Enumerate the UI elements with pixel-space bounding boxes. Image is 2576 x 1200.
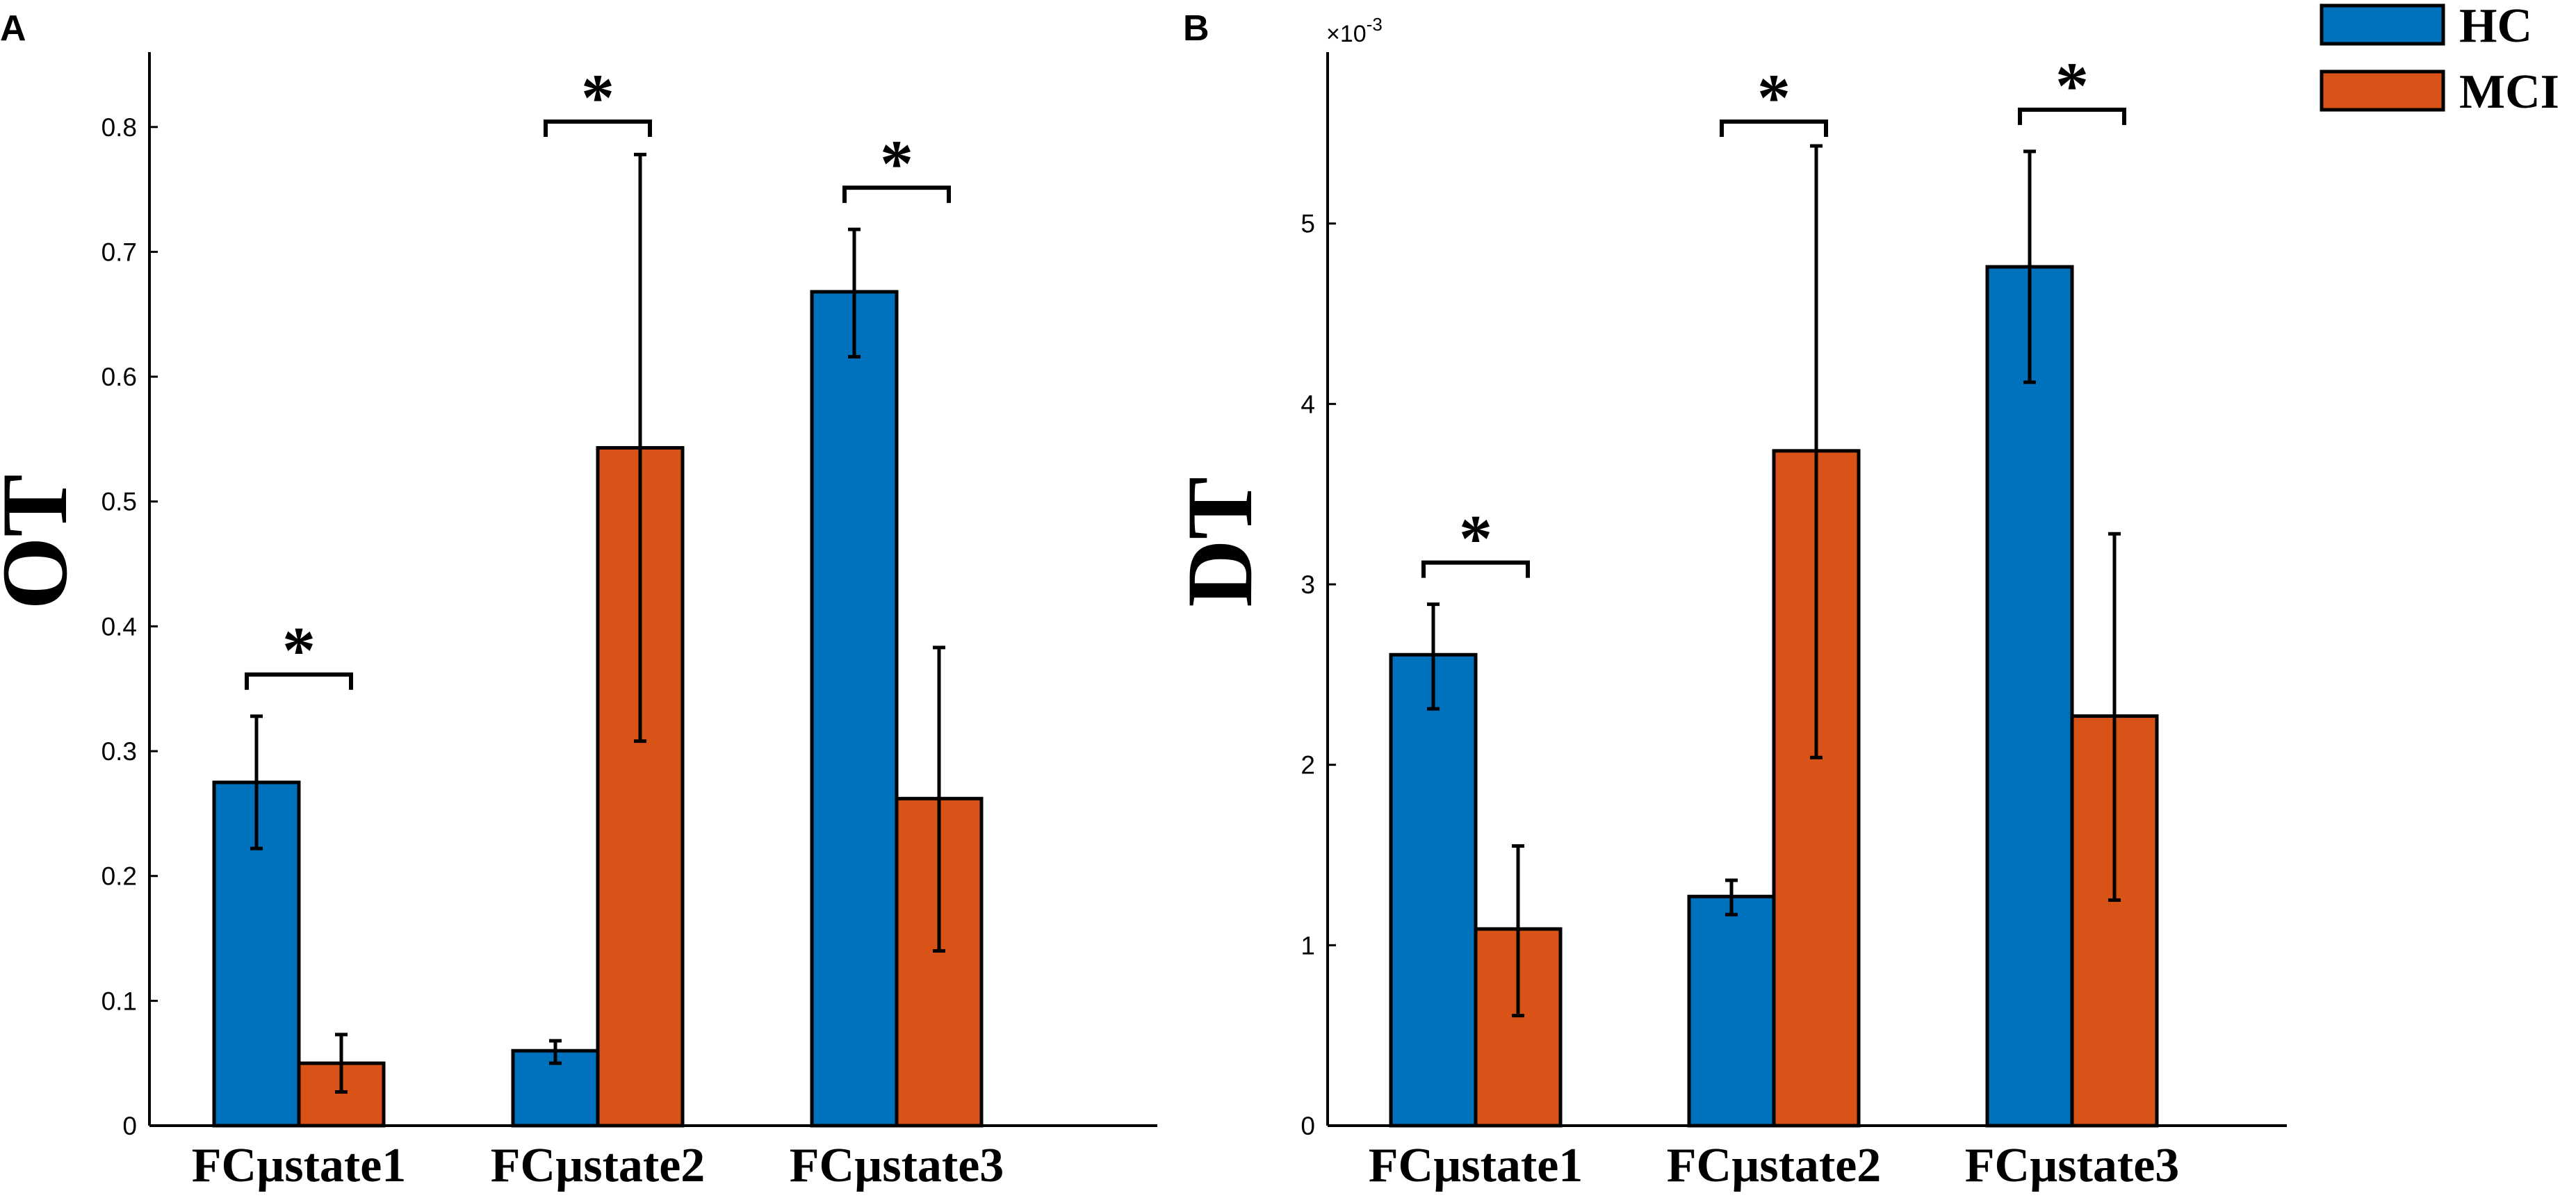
panel-a-axes: [148, 52, 1157, 1127]
panel-a-ylabel: OT: [0, 474, 87, 609]
panel-b-errorbar-hc-3: [2023, 149, 2036, 384]
panel-a-errorbar-mci-1: [335, 1033, 348, 1094]
panel-b-scale-exponent: -3: [1367, 14, 1383, 35]
legend-swatch-hc: [2320, 3, 2445, 46]
panel-b-errorbar-hc-1: [1427, 602, 1440, 711]
panel-a-errorbar-mci-2: [634, 152, 646, 743]
panel-b-ytick-label: 4: [1301, 390, 1315, 418]
legend-item-hc: HC: [2320, 0, 2532, 53]
panel-b-ytick-label: 0: [1301, 1112, 1315, 1140]
panel-b-errorbar-mci-1: [1512, 844, 1524, 1018]
panel-b-scale-factor: ×10-3: [1326, 14, 1383, 47]
panel-b-sig-star-2: *: [1757, 60, 1791, 135]
panel-a-errorbar-hc-1: [250, 714, 263, 850]
panel-b-ytick-label: 2: [1301, 751, 1315, 780]
panel-a-sig-bracket-3: *: [842, 126, 951, 204]
legend-label-mci: MCI: [2459, 65, 2559, 119]
panel-a-errorbar-mci-3: [933, 646, 945, 953]
panel-a-ytick-label: 0.2: [101, 862, 137, 891]
panel-a-bars: [212, 290, 984, 1128]
legend: HC MCI: [2320, 0, 2559, 119]
panel-a-sig-bracket-2: *: [544, 60, 652, 137]
panel-b-yticks: 0 1 2 3 4 5: [1301, 210, 1336, 1140]
panel-b-errorbar-mci-2: [1810, 144, 1823, 759]
panel-b-errorbar-mci-3: [2108, 532, 2121, 902]
panel-a-category-label-2: FCµstate2: [491, 1139, 706, 1192]
panel-b-bar-hc-2: [1687, 894, 1776, 1128]
panel-a-ytick-label: 0.7: [101, 238, 137, 266]
panel-b-ytick-label: 5: [1301, 210, 1315, 238]
panel-b-ylabel: DT: [1168, 477, 1272, 607]
panel-a-errorbar-hc-2: [549, 1039, 562, 1065]
panel-b-significance: * * *: [1421, 49, 2126, 578]
panel-b-ytick-label: 3: [1301, 570, 1315, 599]
panel-b-errorbar-hc-2: [1725, 878, 1738, 917]
panel-a-sig-star-1: *: [282, 614, 316, 688]
panel-b-sig-star-1: *: [1459, 502, 1492, 576]
panel-a-categories: FCµstate1 FCµstate2 FCµstate3: [192, 1139, 1004, 1192]
panel-a-bar-hc-3: [810, 290, 899, 1128]
panel-b-sig-bracket-2: *: [1720, 60, 1828, 137]
panel-b-errorbars: [1427, 144, 2121, 1018]
panel-b-category-label-2: FCµstate2: [1667, 1139, 1882, 1192]
panel-a-ytick-label: 0.3: [101, 737, 137, 766]
panel-a-category-label-1: FCµstate1: [192, 1139, 407, 1192]
panel-a-sig-bracket-1: *: [245, 614, 353, 690]
panel-a-ytick-label: 0.1: [101, 987, 137, 1015]
legend-swatch-mci: [2320, 69, 2445, 112]
panel-b-category-label-3: FCµstate3: [1965, 1139, 2180, 1192]
legend-item-mci: MCI: [2320, 65, 2559, 119]
panel-a-sig-star-3: *: [880, 126, 913, 201]
panel-a-ytick-label: 0.8: [101, 113, 137, 142]
panel-a-letter: A: [0, 8, 26, 49]
panel-b-scale-base: ×10: [1326, 21, 1367, 47]
panel-b-category-label-1: FCµstate1: [1369, 1139, 1583, 1192]
panel-a-category-label-3: FCµstate3: [790, 1139, 1004, 1192]
panel-a-significance: * * *: [245, 60, 951, 690]
panel-b-sig-bracket-3: *: [2018, 49, 2126, 125]
panel-a: A OT 0 0.1 0.2 0.3 0.4 0.5 0.6 0.7 0.8 * * * FCµst…: [0, 8, 1157, 1192]
panel-b-ytick-label: 1: [1301, 931, 1315, 960]
panel-b: B DT ×10-3 0 1 2 3 4 5 * * * FCµstate1 FCµstate2…: [1168, 8, 2287, 1192]
panel-a-ytick-label: 0: [122, 1112, 137, 1140]
panel-a-ytick-label: 0.4: [101, 612, 137, 641]
panel-a-ytick-label: 0.5: [101, 488, 137, 516]
panel-b-bar-hc-3: [1985, 265, 2074, 1128]
panel-b-letter: B: [1183, 8, 1209, 49]
legend-label-hc: HC: [2459, 0, 2532, 53]
panel-a-errorbar-hc-3: [848, 227, 861, 359]
panel-b-bar-hc-1: [1389, 652, 1478, 1128]
panel-b-sig-bracket-1: *: [1421, 502, 1530, 578]
panel-a-errorbars: [250, 152, 945, 1094]
panel-b-categories: FCµstate1 FCµstate2 FCµstate3: [1369, 1139, 2180, 1192]
panel-b-bars: [1389, 265, 2159, 1128]
panel-a-ytick-label: 0.6: [101, 363, 137, 391]
panel-b-axes: [1326, 52, 2287, 1127]
panel-a-sig-star-2: *: [581, 60, 614, 135]
panel-b-sig-star-3: *: [2055, 49, 2089, 123]
